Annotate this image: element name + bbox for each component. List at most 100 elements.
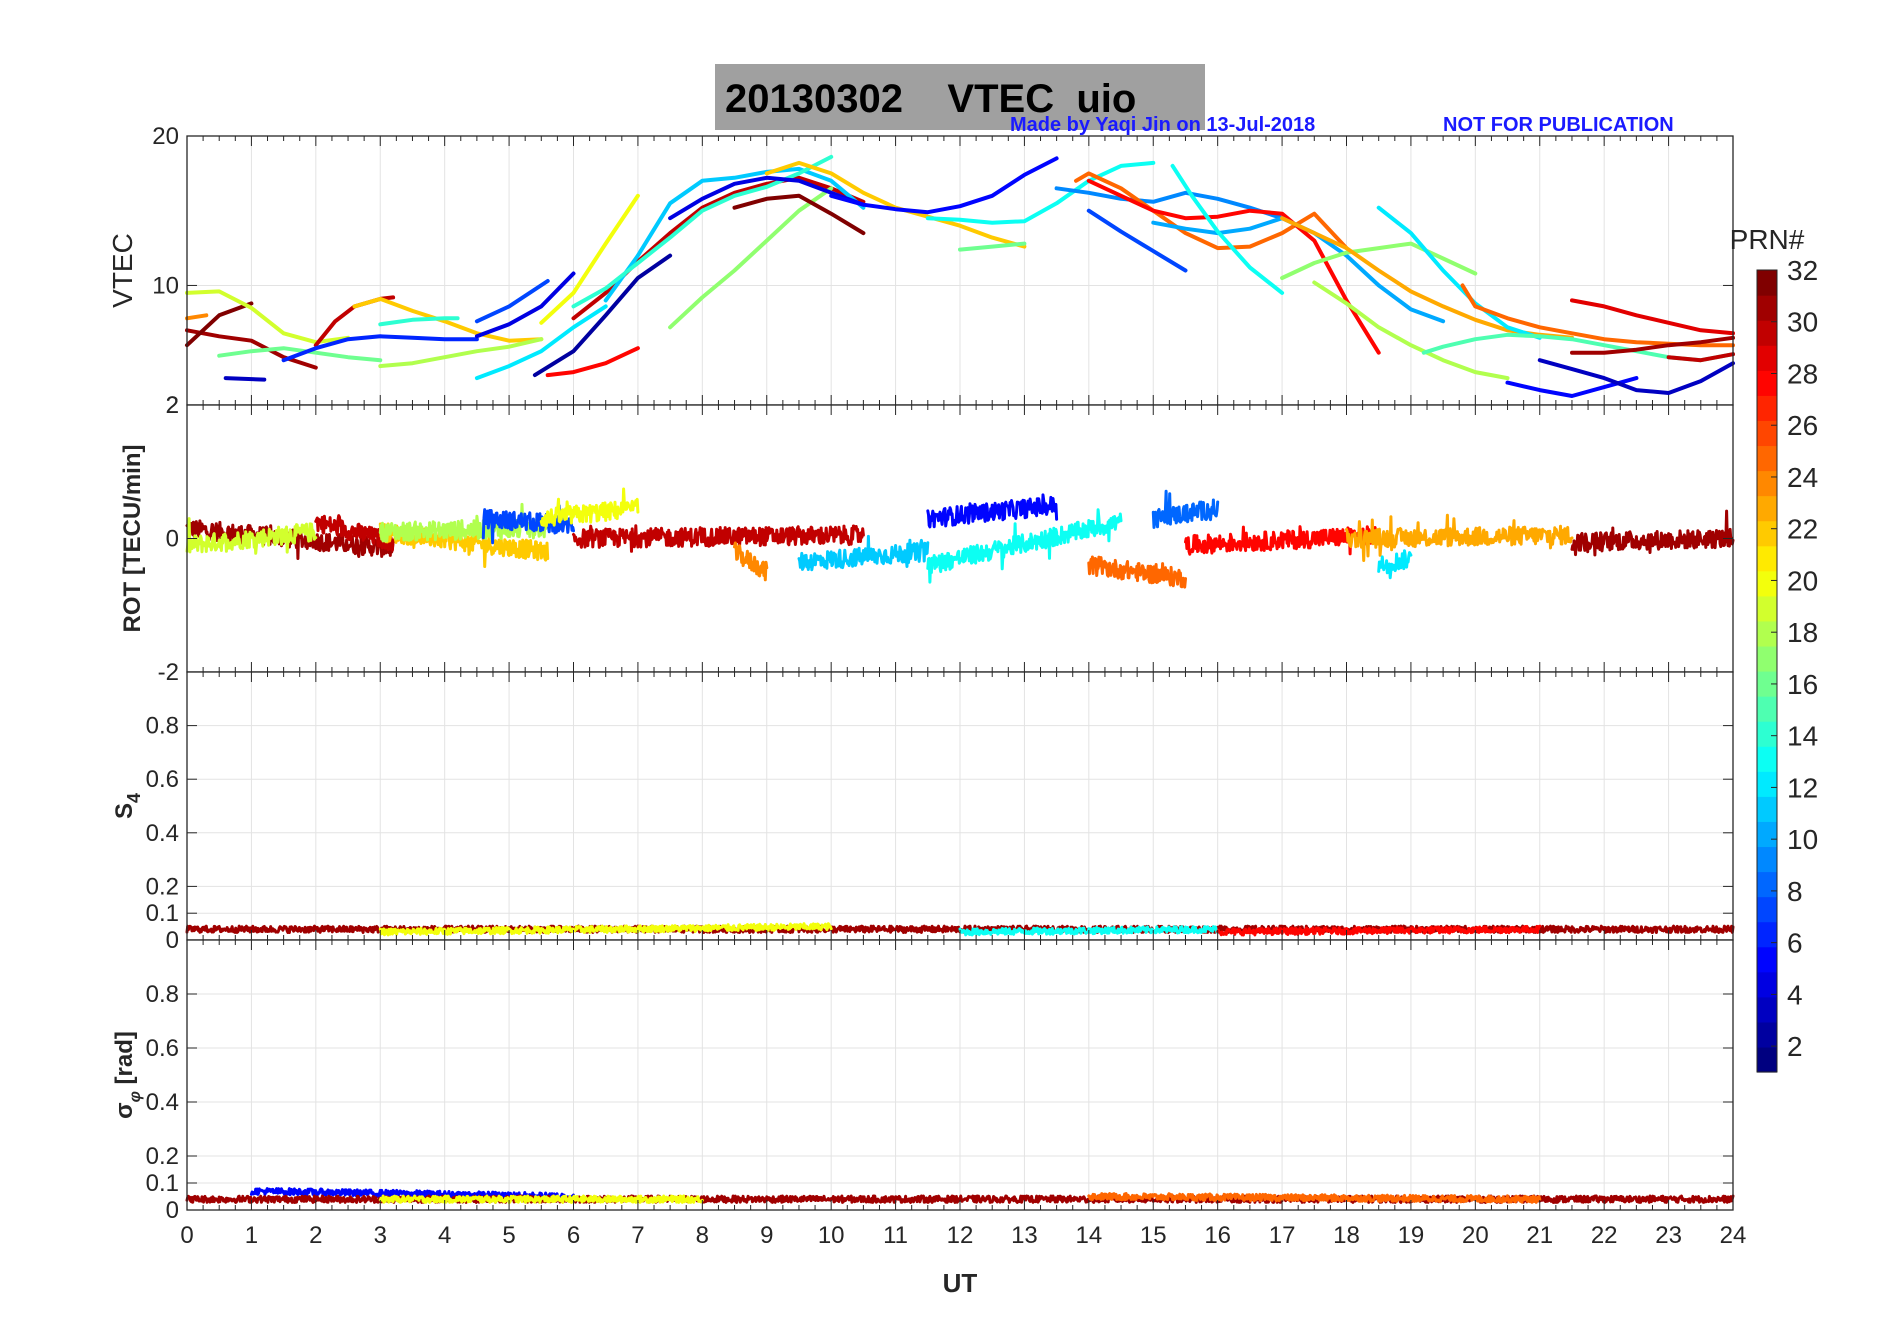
colorbar-tick-label: 14 bbox=[1787, 721, 1818, 752]
x-tick-label: 23 bbox=[1655, 1222, 1682, 1249]
colorbar-swatch bbox=[1757, 1021, 1777, 1048]
y-tick-label: 0.2 bbox=[146, 1143, 179, 1170]
colorbar-label: PRN# bbox=[1730, 224, 1805, 255]
colorbar-tick-label: 22 bbox=[1787, 514, 1818, 545]
y-tick-label: 0.4 bbox=[146, 1089, 179, 1116]
series-group bbox=[185, 487, 1735, 589]
colorbar-swatch bbox=[1757, 746, 1777, 772]
y-label-s: S bbox=[111, 803, 138, 819]
series-prn-4 bbox=[668, 175, 866, 221]
x-tick-label: 24 bbox=[1720, 1222, 1747, 1249]
series-prn-13 bbox=[958, 925, 1220, 937]
y-tick-label: 0 bbox=[166, 1197, 179, 1224]
y-tick-label: 0.8 bbox=[146, 981, 179, 1008]
y-tick-label: 0.6 bbox=[146, 766, 179, 793]
series-prn-18 bbox=[378, 502, 550, 543]
title-station: uio bbox=[1076, 77, 1137, 121]
series-prn-20 bbox=[539, 487, 640, 528]
series-prn-24 bbox=[733, 541, 769, 582]
x-tick-label: 10 bbox=[818, 1222, 845, 1249]
colorbar-swatch bbox=[1757, 671, 1777, 697]
series-prn-16 bbox=[958, 241, 1027, 252]
title-box bbox=[715, 64, 1205, 130]
x-tick-label: 1 bbox=[245, 1222, 258, 1249]
x-tick-label: 6 bbox=[567, 1222, 580, 1249]
series-prn-32 bbox=[185, 301, 254, 348]
x-tick-label: 7 bbox=[631, 1222, 644, 1249]
y-tick-label: 0.4 bbox=[146, 820, 179, 847]
colorbar-swatch bbox=[1757, 696, 1777, 722]
series-prn-31 bbox=[1570, 509, 1735, 557]
series-prn-30 bbox=[314, 514, 395, 552]
colorbar-swatch bbox=[1757, 520, 1777, 547]
series-prn-5 bbox=[926, 493, 1059, 529]
x-ticks bbox=[186, 940, 1734, 1211]
colorbar-swatch bbox=[1757, 971, 1777, 998]
chart-title: 20130302 VTEC uio bbox=[715, 66, 1205, 132]
colorbar-tick-label: 2 bbox=[1787, 1031, 1803, 1062]
colorbar-swatch bbox=[1757, 996, 1777, 1023]
x-ticks bbox=[186, 135, 1734, 406]
x-tick-label: 13 bbox=[1011, 1222, 1038, 1249]
colorbar-swatch bbox=[1757, 345, 1777, 371]
series-prn-3 bbox=[1537, 358, 1735, 395]
colorbar-swatch bbox=[1757, 395, 1777, 421]
series-prn-12 bbox=[1376, 205, 1542, 340]
x-tick-label: 5 bbox=[502, 1222, 515, 1249]
series-prn-13 bbox=[925, 160, 1156, 225]
colorbar-swatch bbox=[1757, 470, 1777, 497]
y-tick-label: -2 bbox=[158, 659, 179, 686]
grid bbox=[187, 135, 1733, 406]
x-tick-label: 12 bbox=[947, 1222, 974, 1249]
x-tick-label: 11 bbox=[883, 1222, 908, 1249]
series-prn-20 bbox=[539, 193, 640, 325]
y-tick-label: 0.1 bbox=[146, 900, 179, 927]
colorbar-swatch bbox=[1757, 620, 1777, 647]
y-label-sub: 4 bbox=[124, 793, 144, 803]
colorbar-tick-label: 28 bbox=[1787, 358, 1818, 389]
panel-4: 0.8 0.6 0.4 0.20.10 σφ [rad] bbox=[111, 939, 1735, 1224]
colorbar-swatch bbox=[1757, 821, 1777, 848]
x-tick-label: 19 bbox=[1398, 1222, 1425, 1249]
series-prn-2 bbox=[532, 253, 673, 378]
x-tick-label: 20 bbox=[1462, 1222, 1489, 1249]
series-prn-25 bbox=[1087, 555, 1187, 589]
y-tick-label: 2 bbox=[166, 392, 179, 419]
series-prn-4 bbox=[474, 271, 576, 339]
series-prn-7 bbox=[1086, 208, 1188, 273]
colorbar-tick-label: 20 bbox=[1787, 565, 1818, 596]
panel-3: 0.8 0.6 0.4 0.20.10 S4 bbox=[111, 671, 1735, 954]
series-prn-12 bbox=[474, 304, 608, 381]
colorbar-swatch bbox=[1757, 871, 1777, 898]
series-prn-7 bbox=[474, 279, 550, 324]
y-tick-label: 0 bbox=[166, 526, 179, 553]
series-prn-11 bbox=[603, 166, 866, 303]
x-tick-label: 4 bbox=[438, 1222, 451, 1249]
series-prn-22 bbox=[352, 296, 544, 343]
colorbar-swatch bbox=[1757, 420, 1777, 447]
colorbar-frame bbox=[1756, 269, 1778, 1073]
colorbar-swatch bbox=[1757, 721, 1777, 747]
x-tick-label: 17 bbox=[1269, 1222, 1296, 1249]
colorbar-swatch bbox=[1757, 946, 1777, 973]
colorbar-swatch bbox=[1757, 645, 1777, 672]
series-prn-11 bbox=[797, 534, 930, 572]
y-tick-label: 0.2 bbox=[146, 873, 179, 900]
colorbar-tick-label: 32 bbox=[1787, 255, 1818, 286]
x-tick-label: 3 bbox=[374, 1222, 387, 1249]
x-tick-label: 0 bbox=[180, 1222, 193, 1249]
grid bbox=[187, 672, 1733, 941]
colorbar-tick-label: 24 bbox=[1787, 462, 1818, 493]
series-prn-18 bbox=[1312, 280, 1510, 381]
colorbar-swatch bbox=[1757, 896, 1777, 923]
colorbar-swatch bbox=[1757, 370, 1777, 396]
panel-1: 20 10 2 VTEC bbox=[107, 123, 1735, 419]
x-ticks bbox=[186, 672, 1734, 941]
series-prn-31 bbox=[1570, 335, 1735, 355]
y-axis-label: σφ [rad] bbox=[111, 1031, 144, 1119]
x-axis-label: UT bbox=[943, 1268, 978, 1298]
colorbar-swatch bbox=[1757, 846, 1777, 873]
colorbar-swatch bbox=[1757, 921, 1777, 948]
